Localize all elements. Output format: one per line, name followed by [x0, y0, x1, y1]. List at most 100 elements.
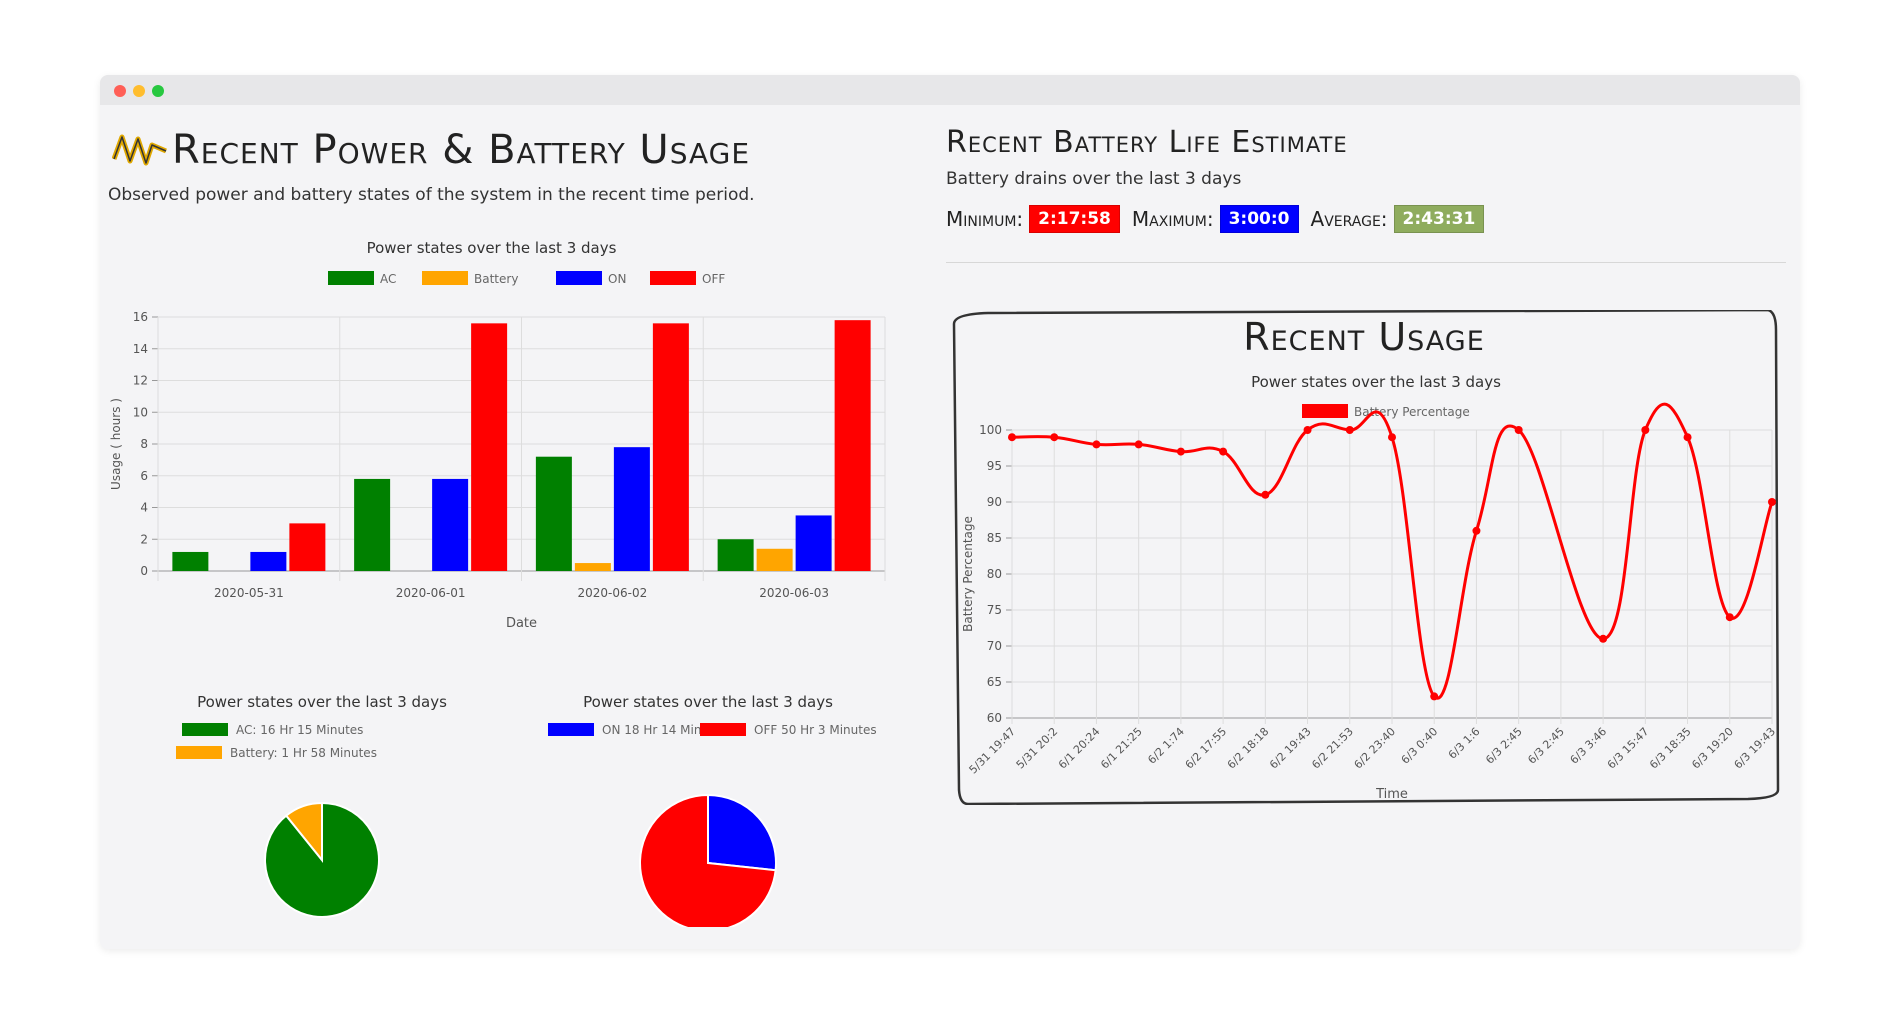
x-axis-title: Date	[506, 616, 537, 631]
y-tick-label: 95	[987, 459, 1002, 473]
battery-percentage-point	[1303, 426, 1312, 434]
y-tick-label: 65	[987, 675, 1002, 689]
battery-percentage-point	[1092, 440, 1101, 449]
x-tick-label: 6/3 19:20	[1689, 725, 1736, 772]
y-tick-label: 10	[133, 405, 148, 419]
legend-label-on: ON	[608, 272, 626, 286]
battery-percentage-point	[1388, 433, 1396, 442]
on-off-pie-chart: Power states over the last 3 days ON 18 H…	[548, 693, 877, 927]
x-tick-label: 2020-06-02	[578, 586, 648, 600]
legend-swatch-battery-percentage	[1302, 404, 1348, 418]
battery-estimate-title: Recent Battery Life Estimate	[946, 125, 1348, 160]
bar-off-2020-06-01	[471, 323, 508, 571]
legend-swatch-off	[650, 271, 696, 285]
bar-on-2020-06-01	[432, 478, 469, 571]
pie-legend-swatch	[700, 723, 746, 736]
battery-percentage-point	[1683, 433, 1692, 442]
x-tick-label: 6/1 20:24	[1056, 725, 1103, 772]
x-tick-label: 5/31 19:47	[967, 725, 1019, 777]
battery-percentage-point	[1345, 426, 1354, 434]
x-tick-label: 6/2 21:53	[1309, 725, 1356, 772]
recent-usage-title: Recent Usage	[1243, 315, 1485, 359]
pie-title: Power states over the last 3 days	[197, 693, 447, 711]
pie-legend-label: ON 18 Hr 14 Minutes	[602, 723, 727, 737]
x-tick-label: 2020-06-03	[759, 586, 829, 600]
y-tick-label: 100	[979, 423, 1002, 437]
pie-slice-0	[264, 801, 380, 918]
x-tick-label: 6/3 2:45	[1525, 725, 1567, 767]
y-tick-label: 14	[133, 342, 148, 356]
x-tick-label: 6/2 1:74	[1145, 725, 1187, 767]
y-tick-label: 8	[140, 437, 148, 451]
battery-percentage-point	[1176, 447, 1185, 456]
y-tick-label: 12	[133, 374, 148, 388]
average-label: Average:	[1310, 207, 1388, 231]
average-badge: 2:43:31	[1393, 205, 1485, 233]
y-tick-label: 85	[987, 531, 1002, 545]
x-tick-label: 6/3 3:46	[1568, 725, 1610, 767]
legend-swatch-ac	[328, 271, 374, 285]
bar-on-2020-06-03	[795, 515, 832, 571]
y-tick-label: 80	[987, 567, 1002, 581]
maximize-window-button[interactable]	[152, 85, 164, 97]
pie-title: Power states over the last 3 days	[583, 693, 833, 711]
y-tick-label: 4	[140, 501, 148, 515]
battery-percentage-point	[1514, 426, 1523, 434]
x-tick-label: 6/3 0:40	[1399, 725, 1441, 767]
pie-legend-label: AC: 16 Hr 15 Minutes	[236, 723, 363, 737]
battery-percentage-point	[1599, 634, 1608, 643]
y-tick-label: 75	[987, 603, 1002, 617]
recent-usage-card-border	[952, 310, 1780, 805]
x-tick-label: 6/2 19:43	[1267, 725, 1314, 772]
bar-battery-2020-06-03	[756, 548, 793, 571]
page-subtitle: Observed power and battery states of the…	[108, 185, 755, 205]
legend-label-off: OFF	[702, 272, 725, 286]
legend-swatch-battery	[422, 271, 468, 285]
battery-percentage-line	[1011, 402, 1774, 700]
bar-on-2020-05-31	[250, 551, 287, 571]
battery-percentage-line-chart: Power states over the last 3 days Battery…	[961, 373, 1778, 802]
window-titlebar	[100, 75, 1800, 105]
bar-ac-2020-06-03	[717, 539, 754, 571]
x-tick-label: 6/3 1:6	[1446, 725, 1483, 762]
bar-off-2020-06-02	[652, 323, 689, 571]
legend-label-ac: AC	[380, 272, 396, 286]
line-chart-title: Power states over the last 3 days	[1251, 373, 1501, 391]
bar-on-2020-06-02	[613, 447, 650, 571]
legend-label-battery: Battery	[474, 272, 518, 286]
y-tick-label: 60	[987, 711, 1002, 725]
x-tick-label: 6/3 18:35	[1647, 725, 1694, 772]
maximum-badge: 3:00:0	[1219, 205, 1299, 233]
pie-legend-label: Battery: 1 Hr 58 Minutes	[230, 746, 377, 760]
bar-battery-2020-06-02	[574, 563, 611, 571]
bar-ac-2020-05-31	[172, 551, 209, 571]
battery-percentage-point	[1641, 426, 1650, 434]
pie-slice-1	[284, 801, 323, 863]
battery-percentage-point	[1219, 447, 1228, 456]
battery-estimate-subtitle: Battery drains over the last 3 days	[946, 169, 1242, 189]
y-tick-label: 2	[140, 532, 148, 546]
pie-legend-swatch	[548, 723, 594, 736]
bar-off-2020-06-03	[834, 320, 871, 571]
x-tick-label: 6/2 18:18	[1225, 725, 1272, 772]
x-tick-label: 6/2 23:40	[1352, 725, 1399, 772]
x-tick-label: 2020-06-01	[396, 586, 466, 600]
y-tick-label: 70	[987, 639, 1002, 653]
battery-percentage-point	[1261, 490, 1270, 499]
bar-ac-2020-06-01	[354, 478, 391, 571]
pie-legend-swatch	[176, 746, 222, 759]
minimize-window-button[interactable]	[133, 85, 145, 97]
battery-percentage-point	[1050, 433, 1059, 442]
power-states-bar-chart: Power states over the last 3 days AC Batte…	[109, 239, 886, 631]
legend-swatch-on	[556, 271, 602, 285]
x-tick-label: 6/3 15:47	[1605, 725, 1652, 772]
section-divider	[946, 262, 1786, 263]
battery-percentage-point	[1134, 440, 1143, 449]
x-tick-label: 6/3 2:45	[1483, 725, 1525, 767]
y-tick-label: 6	[140, 469, 148, 483]
x-tick-label: 6/2 17:55	[1183, 725, 1230, 772]
battery-percentage-point	[1430, 692, 1439, 701]
lightning-logo-icon	[112, 134, 167, 166]
x-tick-label: 6/1 21:25	[1098, 725, 1145, 772]
close-window-button[interactable]	[114, 85, 126, 97]
